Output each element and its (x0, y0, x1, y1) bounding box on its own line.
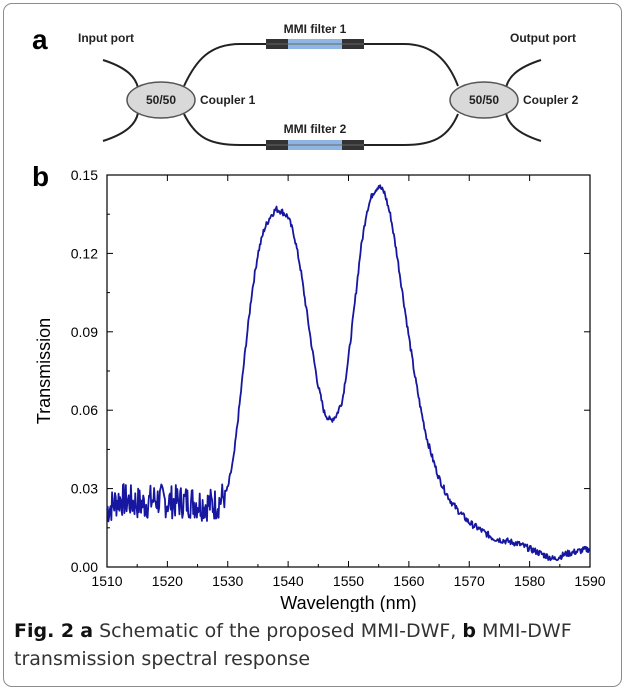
x-tick-label: 1530 (212, 573, 243, 589)
output-port-label: Output port (510, 31, 576, 45)
caption-fig-label: Fig. 2 (14, 620, 75, 642)
caption-part-a-label: a (80, 620, 94, 642)
y-axis-label: Transmission (34, 318, 54, 424)
y-tick-label: 0.12 (71, 245, 98, 261)
coupler-2-ratio: 50/50 (469, 93, 499, 107)
x-tick-label: 1550 (333, 573, 364, 589)
upper-arm-waveguide (183, 43, 459, 87)
x-tick-label: 1570 (454, 573, 485, 589)
y-tick-label: 0.15 (71, 167, 98, 183)
input-port-waveguide-top (102, 59, 139, 89)
x-tick-label: 1520 (152, 573, 183, 589)
mmi-filter-2-label: MMI filter 2 (284, 122, 347, 136)
y-tick-label: 0.06 (71, 402, 98, 418)
y-tick-label: 0.00 (71, 559, 98, 575)
x-tick-label: 1560 (393, 573, 424, 589)
transmission-chart: 1510 1520 1530 1540 1550 1560 1570 1580 1590 0.00… (34, 167, 606, 612)
output-port-waveguide-bottom (505, 112, 542, 142)
x-axis-label: Wavelength (nm) (280, 593, 416, 612)
figure-canvas: a Input port Output port MMI filter 1 MM… (32, 22, 606, 612)
figure-frame (3, 3, 622, 687)
panel-label-b: b (32, 161, 49, 192)
panel-label-a: a (32, 24, 48, 55)
caption-part-b-label: b (462, 620, 476, 642)
y-tick-label: 0.03 (71, 481, 98, 497)
caption-part-b-text: MMI-DWF transmission spectral response (14, 620, 572, 670)
transmission-series-line (106, 184, 591, 562)
schematic-panel: a Input port Output port MMI filter 1 MM… (32, 22, 579, 150)
mmi-filter-1-label: MMI filter 1 (284, 22, 347, 36)
caption-part-a-text: Schematic of the proposed MMI-DWF, (99, 620, 457, 642)
coupler-2-shape (449, 81, 519, 119)
y-tick-label: 0.09 (71, 324, 98, 340)
x-tick-label: 1540 (273, 573, 304, 589)
coupler-2-label: Coupler 2 (523, 93, 579, 107)
mmi-filter-1 (266, 39, 364, 49)
x-tick-label: 1590 (574, 573, 605, 589)
x-tick-label: 1580 (514, 573, 545, 589)
coupler-1-shape (126, 81, 196, 119)
figure-caption: Fig. 2 a Schematic of the proposed MMI-D… (14, 617, 614, 673)
x-tick-label: 1510 (91, 573, 122, 589)
output-port-waveguide-top (505, 59, 542, 89)
input-port-label: Input port (78, 31, 134, 45)
coupler-1-ratio: 50/50 (146, 93, 176, 107)
coupler-1-label: Coupler 1 (200, 93, 256, 107)
mmi-filter-2 (266, 140, 364, 150)
input-port-waveguide-bottom (102, 112, 139, 142)
